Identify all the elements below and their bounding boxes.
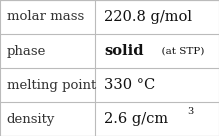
Text: (at STP): (at STP): [155, 47, 204, 55]
Text: 220.8 g/mol: 220.8 g/mol: [104, 10, 192, 24]
Text: 330 °C: 330 °C: [104, 78, 155, 92]
Text: solid: solid: [104, 44, 143, 58]
Text: phase: phase: [7, 44, 46, 58]
Text: melting point: melting point: [7, 78, 96, 92]
Text: 3: 3: [187, 107, 193, 116]
Text: molar mass: molar mass: [7, 10, 84, 24]
Text: 2.6 g/cm: 2.6 g/cm: [104, 112, 168, 126]
Text: density: density: [7, 112, 55, 126]
